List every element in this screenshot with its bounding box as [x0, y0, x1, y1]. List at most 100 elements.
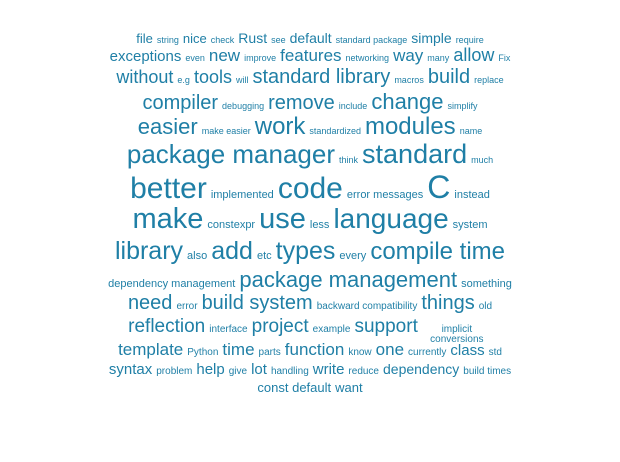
cloud-row: const default want [60, 380, 560, 396]
cloud-word: simple [411, 30, 452, 46]
cloud-word: every [339, 250, 367, 262]
cloud-word: simplify [447, 101, 478, 111]
cloud-word: modules [364, 113, 456, 140]
cloud-word: language [333, 203, 449, 234]
cloud-word: interface [209, 324, 248, 335]
cloud-word: nice [182, 31, 207, 46]
cloud-word: constexpr [207, 219, 256, 231]
cloud-word: syntax [108, 361, 153, 378]
cloud-word: lot [251, 361, 267, 378]
cloud-word: error [176, 301, 198, 312]
cloud-word: Python [187, 347, 219, 358]
cloud-word: remove [268, 92, 335, 114]
cloud-row: file string nice check Rust see default standar… [60, 30, 560, 46]
cloud-word: package management [239, 267, 458, 292]
cloud-word: think [339, 155, 359, 165]
cloud-word: need [127, 292, 173, 314]
cloud-word: code [277, 172, 343, 205]
cloud-word: macros [394, 75, 424, 85]
cloud-row: library also add etc types every compile time [60, 237, 560, 267]
cloud-word: tools [193, 67, 232, 87]
cloud-word: project [251, 316, 309, 337]
cloud-word: standard package [335, 35, 408, 45]
cloud-word: types [275, 237, 336, 265]
cloud-word: standard [362, 139, 468, 169]
cloud-word: dependency management [108, 278, 236, 290]
cloud-word: easier [137, 114, 198, 139]
cloud-word: work [254, 113, 306, 140]
cloud-word: compile time [370, 238, 506, 265]
cloud-word: example [312, 324, 351, 335]
cloud-word: will [235, 75, 249, 85]
cloud-word: reflection [128, 316, 206, 337]
cloud-word: make [132, 203, 204, 235]
cloud-word: standardized [309, 126, 361, 136]
cloud-word: also [187, 250, 208, 262]
cloud-word: make easier [201, 126, 251, 136]
cloud-word: etc [256, 250, 272, 262]
cloud-word: default [289, 30, 332, 46]
cloud-word: much [471, 155, 494, 165]
cloud-word: see [271, 35, 286, 45]
cloud-word: backward compatibility [316, 301, 418, 312]
cloud-word: give [228, 366, 248, 377]
cloud-word: old [478, 301, 493, 312]
cloud-word: package manager [126, 139, 336, 169]
cloud-word: currently [408, 347, 447, 358]
cloud-word: use [259, 203, 306, 235]
cloud-word: improve [244, 53, 277, 63]
cloud-word: want [335, 380, 363, 395]
cloud-word: help [196, 361, 225, 378]
cloud-row: easier make easier work standardized modules… [60, 113, 560, 140]
cloud-row: template Python time parts function know one cu… [60, 340, 560, 361]
cloud-word: change [371, 89, 444, 114]
cloud-word: Rust [238, 30, 268, 46]
cloud-word: standard library [252, 66, 391, 88]
cloud-word: build [427, 66, 471, 88]
cloud-word: dependency [383, 361, 460, 377]
cloud-word: e.g [177, 75, 190, 85]
word-cloud: file string nice check Rust see default standar… [60, 30, 560, 396]
cloud-word: require [455, 35, 484, 45]
cloud-word: std [488, 347, 502, 358]
cloud-word: class [450, 342, 485, 359]
cloud-word: const default [257, 380, 332, 395]
cloud-word: allow [453, 45, 495, 65]
cloud-row: exceptions even new improve features networki… [60, 45, 560, 66]
cloud-word: compiler [142, 92, 219, 114]
cloud-row: package manager think standard much [60, 139, 560, 169]
cloud-word: check [210, 35, 235, 45]
cloud-word: build times [463, 366, 512, 377]
cloud-word: error messages [346, 189, 424, 201]
cloud-word: even [185, 53, 205, 63]
cloud-word: parts [258, 347, 281, 358]
cloud-word: name [459, 126, 483, 136]
cloud-word: new [208, 46, 241, 65]
cloud-word: without [116, 67, 174, 87]
cloud-word: file [136, 31, 153, 46]
cloud-word: way [393, 46, 424, 65]
cloud-word: features [280, 46, 342, 65]
cloud-word: exceptions [109, 48, 182, 65]
cloud-word: less [309, 219, 330, 231]
cloud-row: reflection interface project example support… [60, 316, 560, 345]
cloud-word: template [118, 340, 184, 359]
cloud-word: Fix [498, 53, 511, 63]
cloud-word: replace [474, 75, 504, 85]
cloud-word: things [421, 292, 475, 314]
cloud-word: support [354, 316, 418, 337]
cloud-word: problem [156, 366, 193, 377]
cloud-word: add [211, 237, 253, 265]
cloud-word: reduce [348, 366, 379, 377]
cloud-row: need error build system backward compatibil… [60, 292, 560, 316]
cloud-word: string [156, 35, 179, 45]
cloud-word: know [348, 347, 372, 358]
cloud-word: include [338, 101, 368, 111]
cloud-word: debugging [222, 101, 265, 111]
cloud-word: function [284, 340, 345, 359]
cloud-word: system [452, 219, 488, 231]
cloud-word: something [461, 278, 512, 290]
cloud-word: networking [345, 53, 390, 63]
cloud-word: implemented [210, 189, 274, 201]
cloud-word: write [312, 361, 345, 378]
